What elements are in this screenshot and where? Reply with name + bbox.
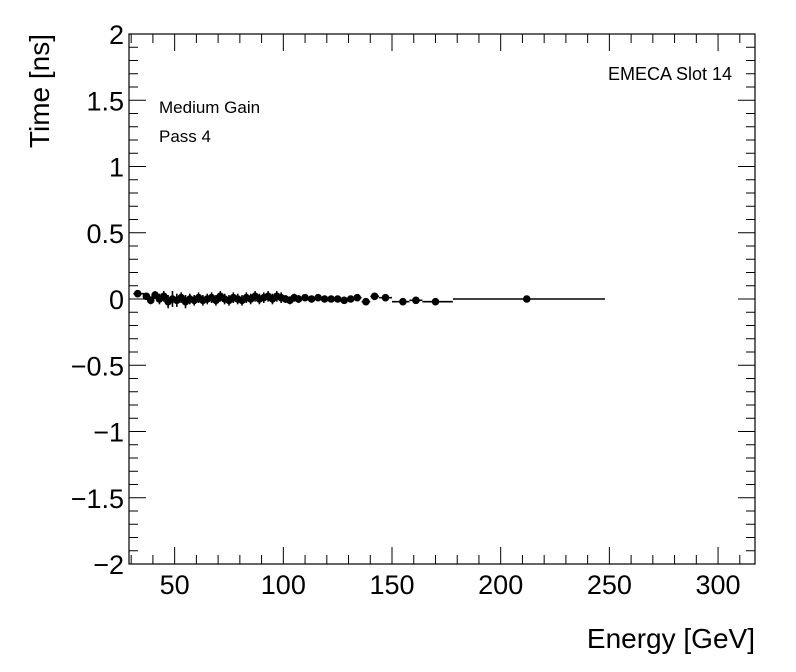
y-tick-label: 1 — [109, 153, 124, 183]
data-point — [133, 289, 142, 298]
pass-annotation: Pass 4 — [159, 127, 211, 146]
y-tick-label: −2 — [93, 550, 124, 580]
data-point — [431, 297, 440, 306]
gain-annotation: Medium Gain — [159, 98, 260, 117]
data-point — [294, 295, 303, 303]
data-point — [362, 297, 370, 306]
x-tick-label: 200 — [478, 570, 523, 600]
x-tick-label: 250 — [587, 570, 632, 600]
data-point — [522, 295, 531, 303]
y-tick-label: −1.5 — [71, 484, 124, 514]
data-point — [399, 297, 407, 306]
data-point — [333, 295, 342, 303]
data-point — [314, 293, 322, 302]
data-point — [340, 296, 348, 305]
data-point — [353, 293, 362, 302]
data-point — [346, 295, 355, 303]
axis-ticks — [129, 33, 755, 565]
data-markers — [133, 289, 606, 309]
x-axis-title: Energy [GeV] — [587, 623, 755, 654]
y-tick-label: −0.5 — [71, 351, 124, 381]
y-tick-label: −1 — [93, 418, 124, 448]
y-tick-label: 2 — [109, 20, 124, 50]
y-tick-label: 0 — [109, 285, 124, 315]
data-point — [146, 296, 155, 305]
data-point — [159, 292, 168, 301]
y-axis-title: Time [ns] — [24, 34, 55, 148]
data-point — [370, 292, 379, 301]
y-tick-label: 1.5 — [86, 86, 124, 116]
x-tick-label: 150 — [369, 570, 414, 600]
tick-labels: 50 100 150 200 250 300 −2 −1.5 −1 −0.5 0 0.5 1 1.5 2 — [71, 20, 741, 600]
x-tick-label: 50 — [160, 570, 190, 600]
data-point — [301, 293, 309, 302]
data-point — [307, 295, 316, 303]
data-point — [412, 296, 420, 305]
slot-annotation: EMECA Slot 14 — [608, 64, 732, 84]
data-point — [327, 295, 335, 303]
data-point — [320, 295, 329, 303]
x-tick-label: 300 — [696, 570, 741, 600]
data-point — [381, 293, 390, 302]
x-tick-label: 100 — [261, 570, 306, 600]
y-tick-label: 0.5 — [86, 219, 124, 249]
plot-frame — [128, 33, 756, 565]
